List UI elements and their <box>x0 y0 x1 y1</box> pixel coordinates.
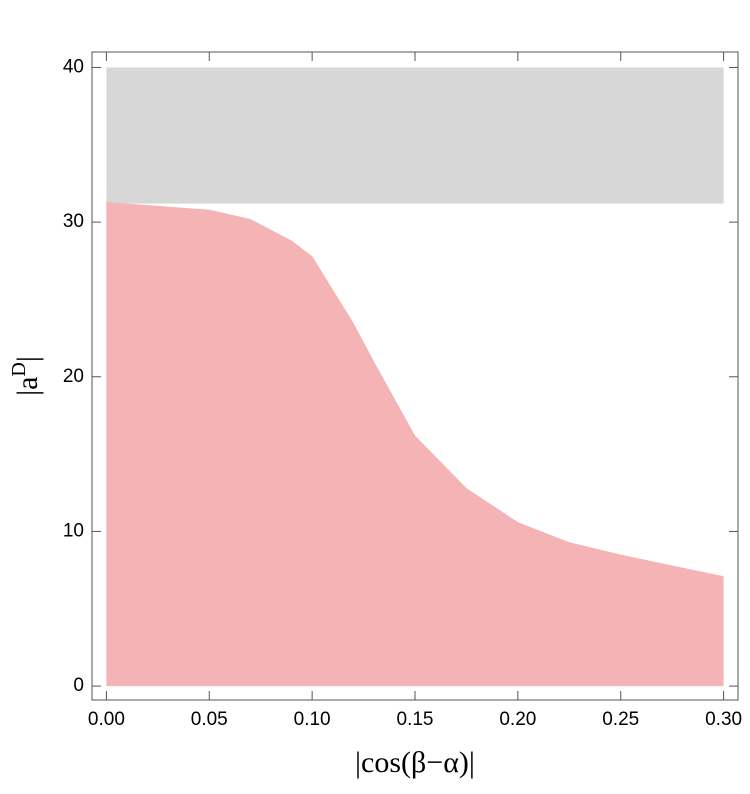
x-axis-label: |cos(β−α)| <box>355 746 475 779</box>
area <box>106 202 724 687</box>
x-tick-label: 0.05 <box>191 709 228 730</box>
y-axis-label: |aD| <box>8 356 44 396</box>
y-tick-label: 0 <box>73 675 84 696</box>
y-tick-label: 40 <box>63 56 84 77</box>
y-label-part: |a <box>11 377 44 396</box>
band <box>106 67 724 204</box>
x-tick-label: 0.00 <box>88 709 125 730</box>
x-tick-label: 0.25 <box>602 709 639 730</box>
y-tick-label: 30 <box>63 211 84 232</box>
x-tick-label: 0.30 <box>705 709 742 730</box>
y-tick-label: 20 <box>63 366 84 387</box>
x-tick-label: 0.20 <box>499 709 536 730</box>
x-tick-label: 0.15 <box>397 709 434 730</box>
x-tick-label: 0.10 <box>294 709 331 730</box>
y-label-sup: D <box>8 362 30 376</box>
y-label-part: | <box>11 356 44 362</box>
y-tick-label: 10 <box>63 520 84 541</box>
